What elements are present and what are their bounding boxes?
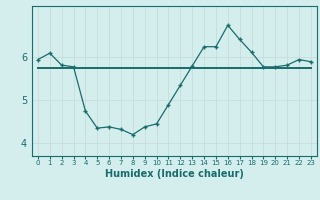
X-axis label: Humidex (Indice chaleur): Humidex (Indice chaleur) xyxy=(105,169,244,179)
